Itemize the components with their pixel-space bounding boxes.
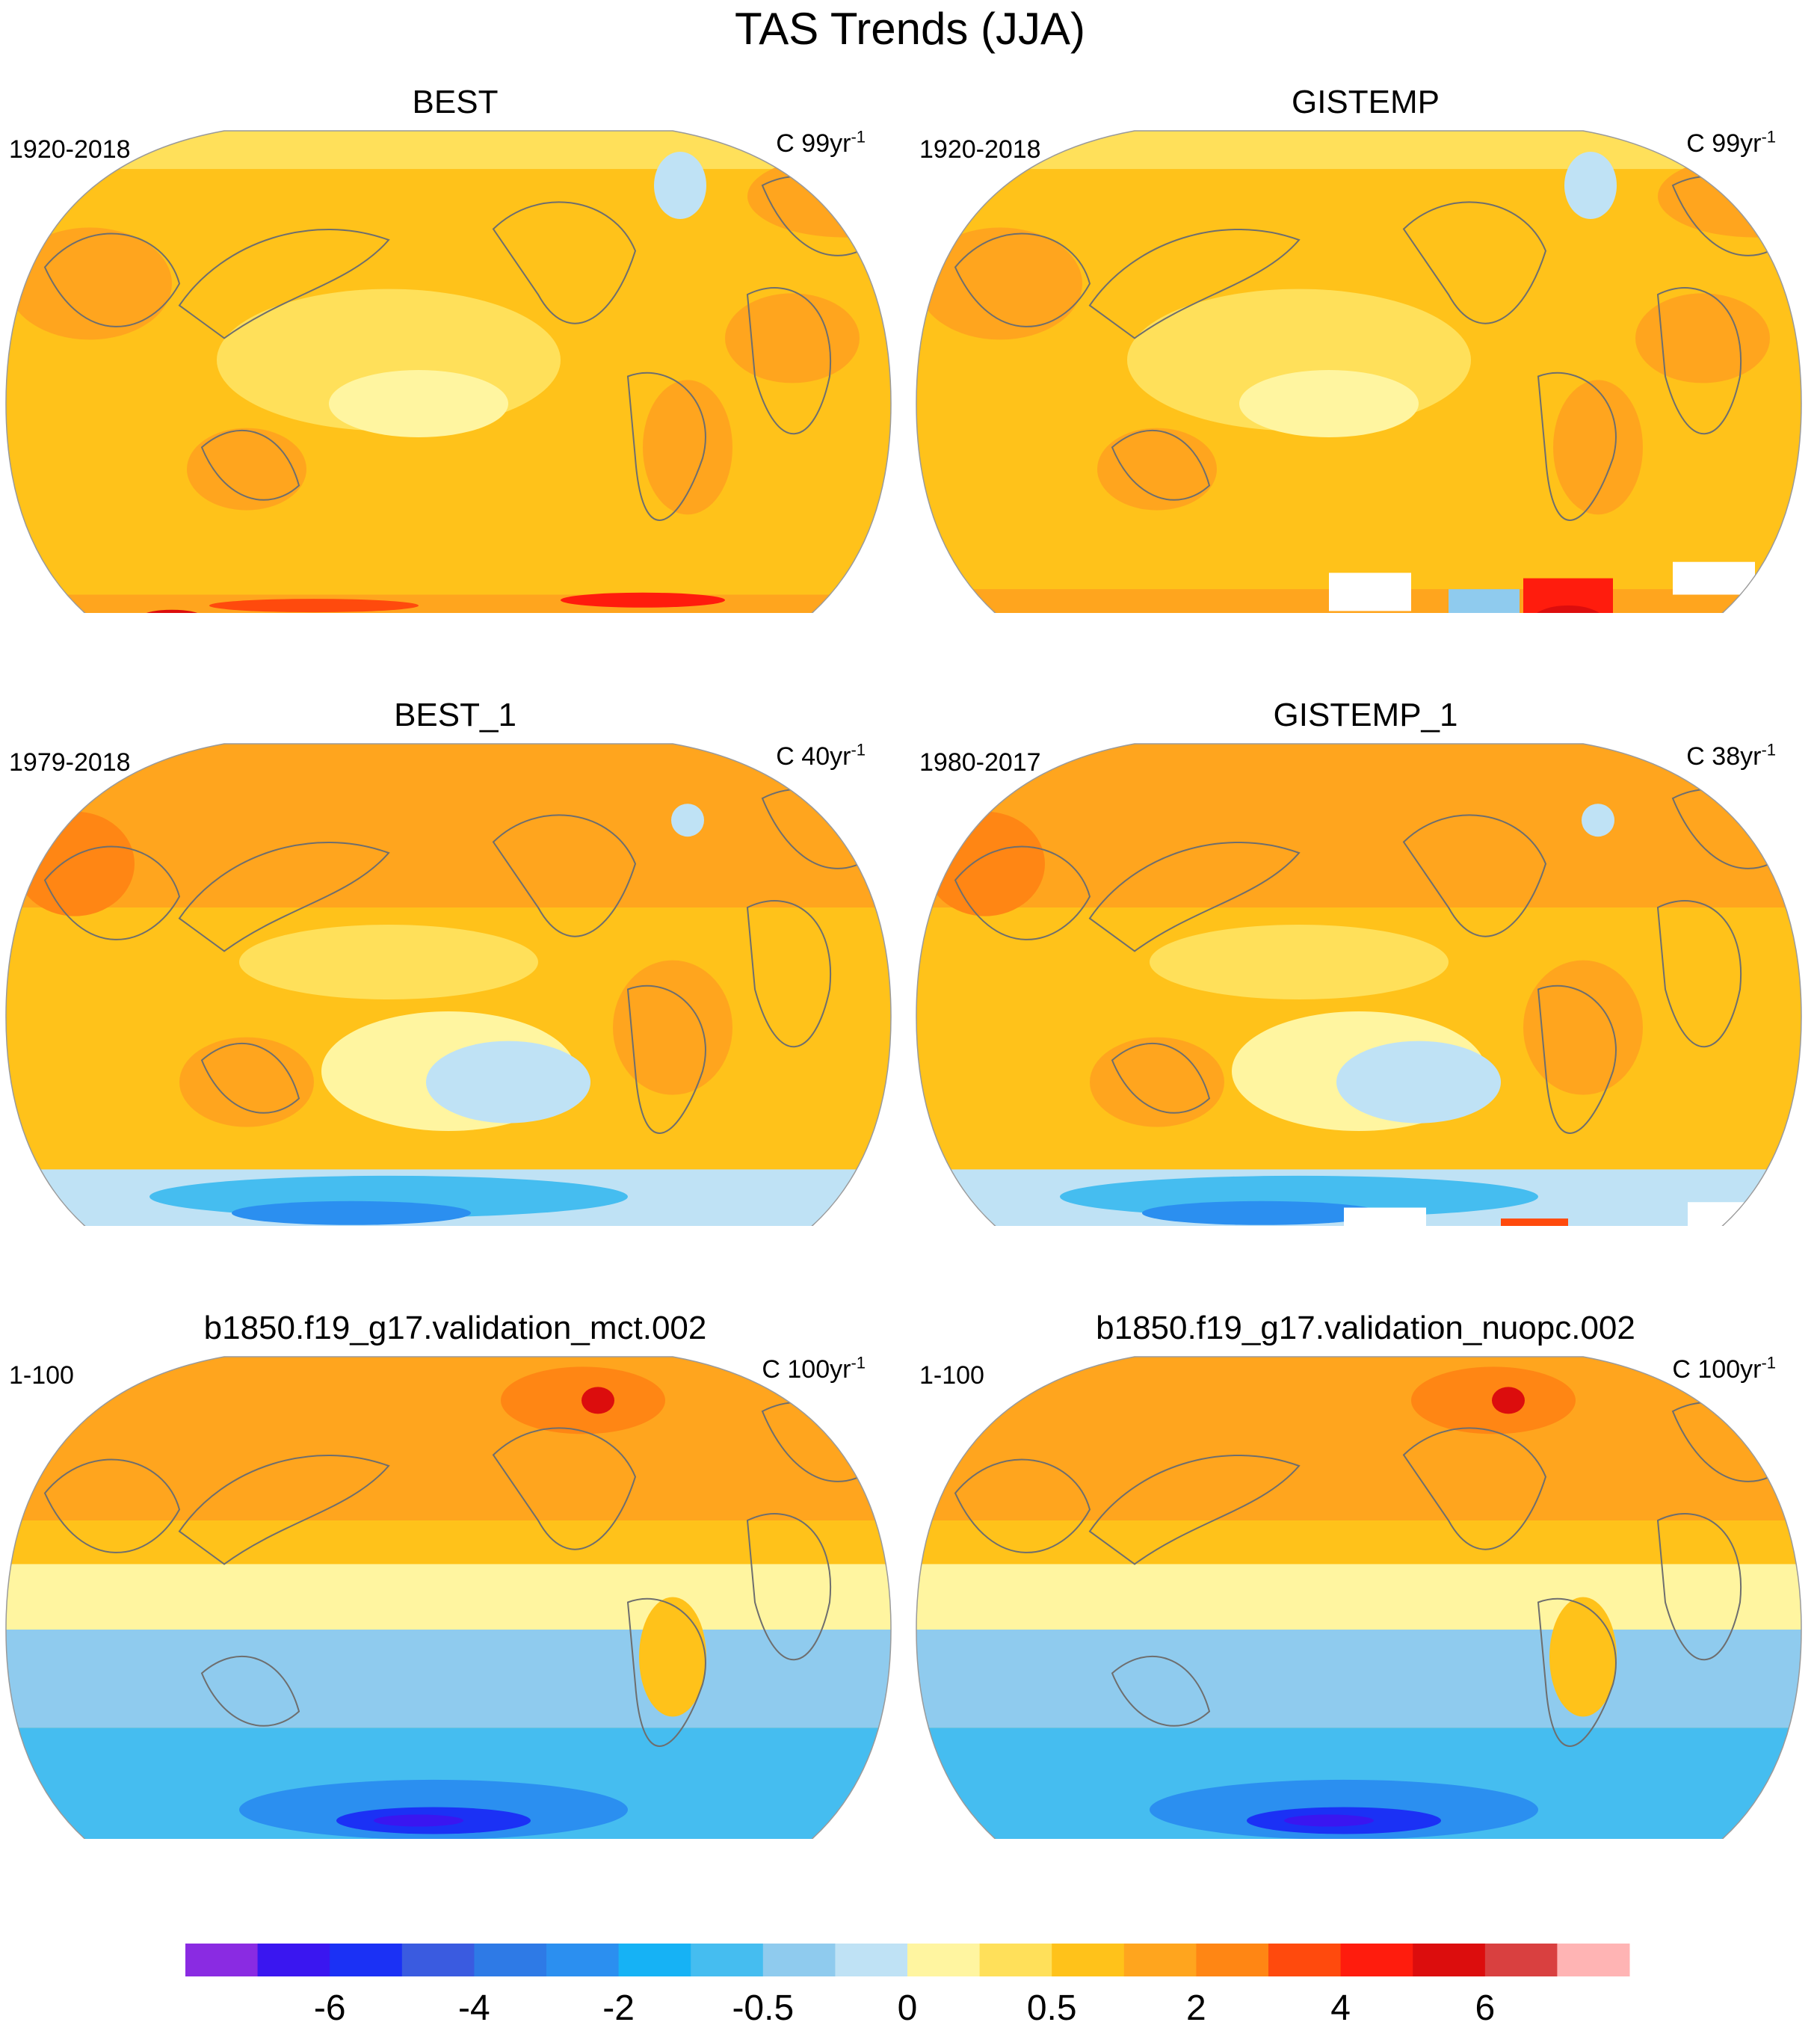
map-panel-nuopc: b1850.f19_g17.validation_nuopc.002 1-100…: [910, 1226, 1820, 1839]
units-label: C 40yr-1: [776, 740, 866, 771]
figure-title: TAS Trends (JJA): [735, 4, 1085, 54]
colorbar-swatch: [618, 1944, 691, 1976]
map-panel-mct: b1850.f19_g17.validation_mct.002 1-100 C…: [0, 1226, 910, 1839]
colorbar-swatch: [330, 1944, 403, 1976]
units-label: C 100yr-1: [1672, 1353, 1776, 1384]
world-map: [5, 130, 892, 613]
period-label: 1-100: [919, 1361, 984, 1390]
colorbar-tick-label: 0: [897, 1988, 918, 2028]
colorbar-swatch: [691, 1944, 764, 1976]
units-label: C 38yr-1: [1686, 740, 1776, 771]
colorbar-swatch: [401, 1944, 475, 1976]
colorbar-swatch: [1484, 1944, 1558, 1976]
world-map: [916, 130, 1802, 613]
trend-field: [916, 1357, 1801, 1839]
period-label: 1920-2018: [919, 135, 1041, 164]
period-label: 1979-2018: [9, 748, 131, 777]
colorbar-tick-label: -2: [602, 1988, 635, 2028]
world-map: [5, 1356, 892, 1839]
units-label: C 99yr-1: [776, 127, 866, 158]
colorbar-swatch: [1123, 1944, 1197, 1976]
panel-title: BEST: [412, 84, 499, 120]
colorbar-tick-label: 4: [1330, 1988, 1351, 2028]
colorbar-swatch: [1052, 1944, 1125, 1976]
map-panel-gistemp1: GISTEMP_1 1980-2017 C 38yr-1: [910, 613, 1820, 1226]
colorbar-swatch: [1340, 1944, 1413, 1976]
colorbar-swatch: [546, 1944, 620, 1976]
world-map: [916, 743, 1802, 1226]
trend-field: [6, 1357, 891, 1839]
colorbar-swatch: [474, 1944, 547, 1976]
panel-title: b1850.f19_g17.validation_mct.002: [203, 1310, 707, 1346]
colorbar-tick-label: 6: [1475, 1988, 1496, 2028]
units-label: C 100yr-1: [762, 1353, 866, 1384]
panel-title: GISTEMP_1: [1273, 697, 1458, 733]
colorbar-swatch: [257, 1944, 330, 1976]
colorbar-swatch: [185, 1944, 259, 1976]
colorbar-swatch: [762, 1944, 836, 1976]
map-panel-best: BEST 1920-2018 C 99yr-1: [0, 0, 910, 613]
trend-field: [916, 131, 1801, 613]
world-map: [5, 743, 892, 1226]
colorbar-swatch: [1557, 1944, 1630, 1976]
colorbar-swatch: [1268, 1944, 1342, 1976]
world-map: [916, 1356, 1802, 1839]
colorbar-tick-label: 2: [1186, 1988, 1206, 2028]
colorbar-swatch: [907, 1944, 981, 1976]
period-label: 1980-2017: [919, 748, 1041, 777]
colorbar-tick-label: -4: [458, 1988, 490, 2028]
period-label: 1920-2018: [9, 135, 131, 164]
colorbar-swatch: [1413, 1944, 1486, 1976]
trend-field: [6, 131, 891, 613]
panel-title: BEST_1: [394, 697, 516, 733]
colorbar-swatch: [979, 1944, 1052, 1976]
trend-field: [916, 744, 1801, 1226]
colorbar-swatch: [835, 1944, 908, 1976]
trend-field: [6, 744, 891, 1226]
period-label: 1-100: [9, 1361, 74, 1390]
panel-title: b1850.f19_g17.validation_nuopc.002: [1096, 1310, 1635, 1346]
map-panel-gistemp: GISTEMP 1920-2018 C 99yr-1: [910, 0, 1820, 613]
panel-title: GISTEMP: [1291, 84, 1440, 120]
colorbar-tick-label: -6: [313, 1988, 346, 2028]
units-label: C 99yr-1: [1686, 127, 1776, 158]
colorbar-tick-label: 0.5: [1026, 1988, 1077, 2028]
map-panel-best1: BEST_1 1979-2018 C 40yr-1: [0, 613, 910, 1226]
colorbar-tick-label: -0.5: [732, 1988, 795, 2028]
colorbar-swatch: [1196, 1944, 1269, 1976]
